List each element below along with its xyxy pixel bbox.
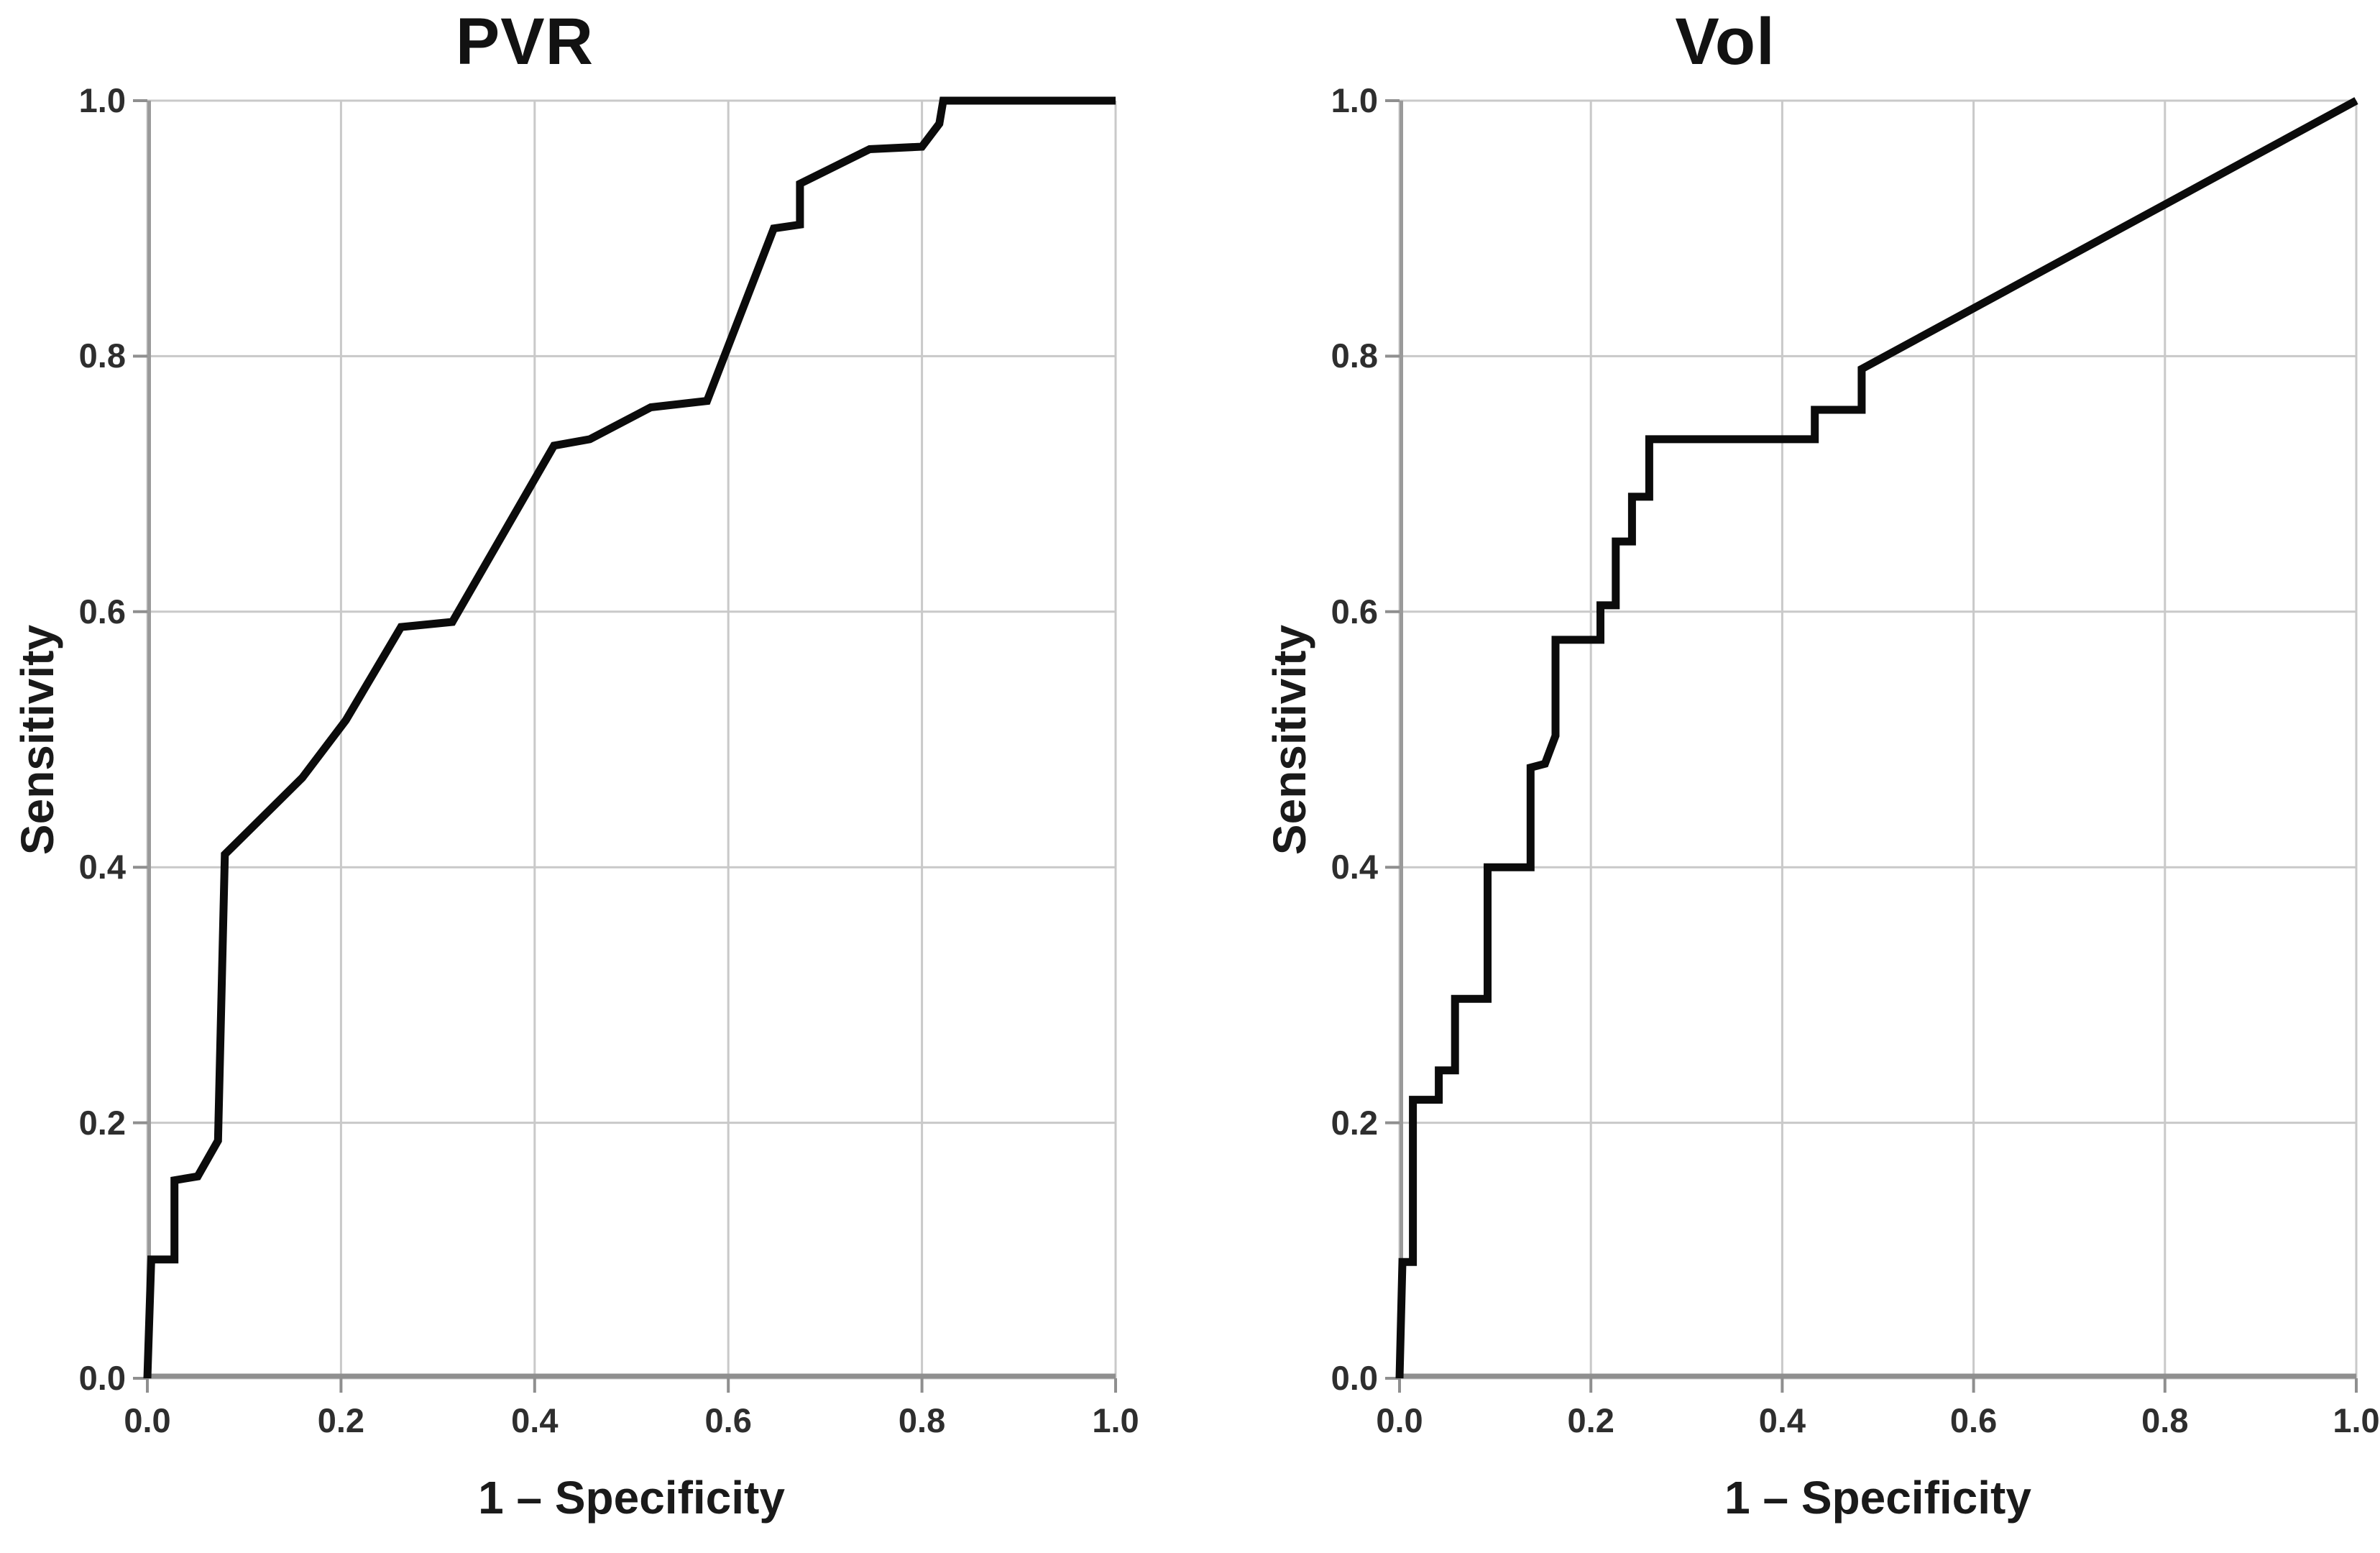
x-tick-label: 0.2 (317, 1401, 365, 1439)
x-tick-label: 0.6 (704, 1401, 752, 1439)
x-tick-label: 0.4 (1758, 1401, 1806, 1439)
x-tick-label: 0.0 (1376, 1401, 1423, 1439)
roc-plot-svg-vol (1385, 97, 2358, 1393)
y-axis-label-pvr: Sensitivity (12, 624, 63, 856)
plot-area-vol: 0.0 0.0 0.2 0.2 0.4 0.4 0.6 0.6 0.8 0.8 1.0 1.0 (1331, 81, 2380, 1439)
y-tick-label: 1.0 (1331, 81, 1378, 119)
x-tick-label: 1.0 (1092, 1401, 1139, 1439)
y-tick-label: 0.6 (78, 592, 126, 631)
x-tick-label: 0.8 (2141, 1401, 2189, 1439)
plot-area-pvr: 0.0 0.0 0.2 0.2 0.4 0.4 0.6 0.6 0.8 0.8 1.0 1.0 (79, 81, 1139, 1439)
y-tick-label: 0.8 (78, 336, 126, 375)
x-tick-label: 0.2 (1567, 1401, 1614, 1439)
x-tick-label: 0.8 (898, 1401, 946, 1439)
x-axis-label-vol: 1 – Specificity (1724, 1472, 2031, 1524)
chart-title-pvr: PVR (455, 5, 594, 78)
chart-title-vol: Vol (1675, 5, 1775, 78)
y-axis-label-vol: Sensitivity (1264, 624, 1315, 856)
y-tick-label: 0.4 (78, 848, 126, 887)
y-tick-label: 0.4 (1331, 848, 1378, 887)
y-tick-label: 0.2 (78, 1103, 126, 1142)
y-tick-label: 0.0 (78, 1359, 126, 1397)
roc-plot-svg-pvr (133, 96, 1117, 1393)
roc-curve (1395, 97, 2358, 1379)
x-tick-label: 1.0 (2333, 1401, 2380, 1439)
y-tick-label: 0.8 (1331, 336, 1378, 375)
y-tick-label: 0.0 (1331, 1359, 1378, 1397)
roc-curve (143, 96, 1116, 1379)
x-tick-label: 0.6 (1949, 1401, 1998, 1439)
y-tick-label: 0.2 (1331, 1103, 1378, 1142)
y-tick-label: 0.6 (1331, 592, 1378, 631)
y-tick-label: 1.0 (78, 81, 126, 119)
x-axis-label-pvr: 1 – Specificity (478, 1472, 785, 1524)
x-tick-label: 0.0 (124, 1401, 171, 1439)
x-tick-label: 0.4 (511, 1401, 559, 1439)
